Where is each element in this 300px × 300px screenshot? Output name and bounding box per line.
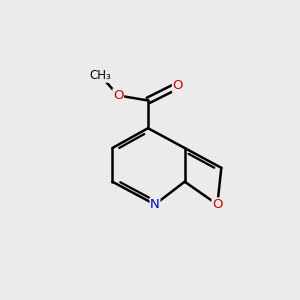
Text: O: O (172, 79, 183, 92)
Text: O: O (113, 89, 124, 102)
Text: N: N (150, 198, 160, 211)
Text: CH₃: CH₃ (90, 69, 111, 82)
Text: O: O (212, 198, 223, 211)
